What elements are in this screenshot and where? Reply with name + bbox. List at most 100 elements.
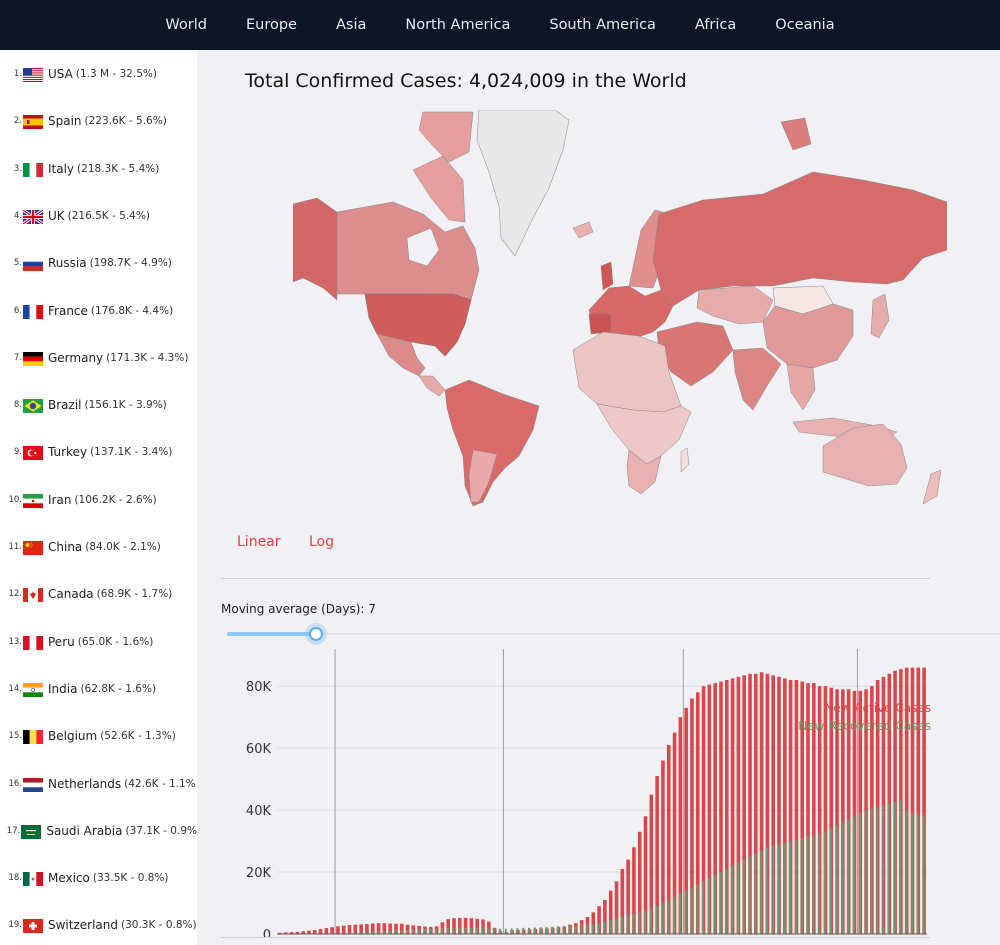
- linear-scale-button[interactable]: Linear: [237, 534, 281, 550]
- active-cases-bar: [835, 689, 839, 934]
- legend-new-active-cases[interactable]: New Active Cases: [824, 701, 931, 715]
- map-region-africa-central[interactable]: [596, 403, 692, 465]
- country-stat: (198.7K - 4.9%): [89, 257, 172, 270]
- active-cases-bar: [597, 906, 601, 934]
- active-cases-bar: [812, 683, 816, 934]
- country-rank: 18.: [8, 873, 22, 884]
- nav-africa[interactable]: Africa: [694, 17, 737, 33]
- recovered-cases-bar: [510, 928, 513, 934]
- country-row[interactable]: 17. Saudi Arabia (37.1K - 0.9%: [0, 816, 197, 846]
- map-region-greenland[interactable]: [476, 110, 570, 257]
- map-region-russia-north[interactable]: [780, 117, 812, 151]
- country-row[interactable]: 4. UK (216.5K - 5.4%): [0, 201, 197, 231]
- country-row[interactable]: 3. Italy (218.3K - 5.4%): [0, 154, 197, 184]
- nav-north-america[interactable]: North America: [405, 17, 511, 33]
- active-cases-bar: [637, 831, 642, 934]
- country-row[interactable]: 14. India (62.8K - 1.6%): [0, 674, 197, 704]
- active-cases-bar: [742, 675, 746, 934]
- map-region-madagascar[interactable]: [680, 447, 690, 473]
- country-row[interactable]: 11. China (84.0K - 2.1%): [0, 532, 197, 562]
- nav-south-america[interactable]: South America: [549, 17, 656, 33]
- country-row[interactable]: 12. Canada (68.9K - 1.7%): [0, 579, 197, 609]
- country-row[interactable]: 13. Peru (65.0K - 1.6%): [0, 627, 197, 657]
- map-region-iceland[interactable]: [572, 221, 594, 239]
- map-region-southern-africa[interactable]: [626, 449, 662, 495]
- recovered-cases-bar: [446, 927, 449, 934]
- map-region-central-america[interactable]: [418, 375, 446, 397]
- active-cases-bar: [446, 919, 451, 934]
- map-region-uk[interactable]: [600, 261, 614, 291]
- country-row[interactable]: 7. Germany (171.3K - 4.3%): [0, 343, 197, 373]
- map-region-south-america[interactable]: [444, 379, 540, 507]
- nav-oceania[interactable]: Oceania: [775, 17, 835, 33]
- country-row[interactable]: 5. Russia (198.7K - 4.9%): [0, 248, 197, 278]
- map-region-southeast-asia[interactable]: [786, 363, 816, 411]
- moving-average-slider-handle[interactable]: [309, 627, 323, 641]
- recovered-cases-bar: [411, 929, 414, 934]
- active-cases-bar: [672, 732, 677, 934]
- chart-y-tick-label: 20K: [246, 866, 272, 881]
- world-map[interactable]: [293, 110, 947, 515]
- recovered-cases-bar: [754, 853, 757, 934]
- recovered-cases-bar: [824, 831, 827, 934]
- country-rank: 15.: [8, 731, 22, 742]
- active-cases-bar: [823, 686, 828, 934]
- country-row[interactable]: 19. Switzerland (30.3K - 0.8%): [0, 910, 197, 940]
- map-region-india[interactable]: [732, 347, 782, 411]
- country-stat: (176.8K - 4.4%): [90, 304, 174, 317]
- recovered-cases-bar: [452, 927, 455, 934]
- country-row[interactable]: 9. Turkey (137.1K - 3.4%): [0, 437, 197, 467]
- map-region-arctic-islands[interactable]: [418, 111, 474, 163]
- country-row[interactable]: 15. Belgium (52.6K - 1.3%): [0, 721, 197, 751]
- active-cases-bar: [283, 932, 288, 934]
- active-cases-bar: [904, 667, 909, 934]
- moving-average-slider-rail[interactable]: [319, 633, 1000, 635]
- legend-new-recovered-cases[interactable]: New Recovered Cases: [798, 719, 931, 733]
- active-cases-bar: [666, 745, 671, 934]
- map-region-japan[interactable]: [870, 293, 890, 339]
- log-scale-button[interactable]: Log: [309, 534, 335, 550]
- active-cases-bar: [411, 925, 416, 934]
- recovered-cases-bar: [893, 802, 896, 934]
- map-region-central-asia[interactable]: [696, 285, 774, 325]
- mexico-flag-icon: [23, 871, 43, 887]
- country-rank: 5.: [13, 258, 22, 269]
- recovered-cases-bar: [678, 893, 681, 934]
- recovered-cases-bar: [423, 929, 426, 934]
- active-cases-bar: [724, 679, 729, 934]
- country-row[interactable]: 8. Brazil (156.1K - 3.9%): [0, 390, 197, 420]
- country-row[interactable]: 2. Spain (223.6K - 5.6%): [0, 106, 197, 136]
- map-region-mexico[interactable]: [376, 333, 426, 377]
- nav-europe[interactable]: Europe: [245, 17, 297, 33]
- country-row[interactable]: 6. France (176.8K - 4.4%): [0, 296, 197, 326]
- recovered-cases-bar: [644, 910, 647, 934]
- active-cases-bar: [852, 690, 857, 934]
- recovered-cases-bar: [731, 865, 734, 934]
- active-cases-bar: [382, 923, 387, 934]
- map-region-australia[interactable]: [822, 423, 908, 487]
- map-region-new-zealand[interactable]: [922, 469, 942, 505]
- moving-average-slider-track[interactable]: [227, 632, 319, 636]
- nav-world[interactable]: World: [165, 17, 207, 33]
- netherlands-flag-icon: [23, 777, 43, 792]
- map-region-argentina[interactable]: [468, 449, 498, 503]
- country-rank: 11.: [8, 542, 22, 552]
- recovered-cases-bar: [353, 932, 356, 934]
- map-region-usa[interactable]: [364, 293, 472, 357]
- country-row[interactable]: 10. Iran (106.2K - 2.6%): [0, 485, 197, 515]
- recovered-cases-bar: [365, 932, 368, 934]
- nav-asia[interactable]: Asia: [335, 17, 367, 33]
- map-region-alaska[interactable]: [293, 197, 338, 301]
- country-list: 1. USA (1.3 M - 32.5%) 2. Spain (223.6K - 5.6…: [0, 50, 197, 945]
- country-row[interactable]: 1. USA (1.3 M - 32.5%): [0, 59, 197, 89]
- active-cases-bar: [643, 816, 648, 934]
- active-cases-bar: [794, 679, 799, 934]
- map-region-baffin[interactable]: [412, 155, 466, 223]
- spain-flag-icon: [23, 114, 43, 130]
- map-region-china[interactable]: [762, 303, 854, 369]
- recovered-cases-bar: [899, 800, 902, 934]
- map-region-russia[interactable]: [652, 171, 947, 307]
- country-row[interactable]: 18. Mexico (33.5K - 0.8%): [0, 863, 197, 893]
- map-region-iberia[interactable]: [588, 313, 612, 335]
- country-row[interactable]: 16. Netherlands (42.6K - 1.1%: [0, 769, 197, 799]
